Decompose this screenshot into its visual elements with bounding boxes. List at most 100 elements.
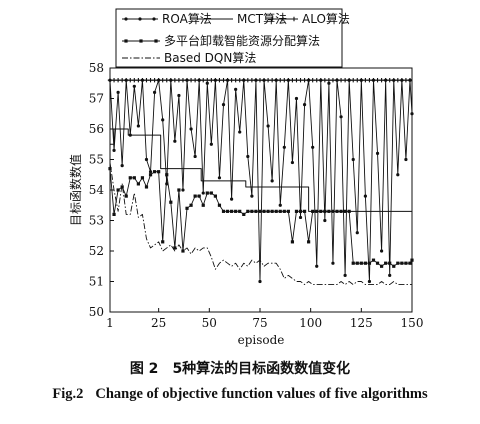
series-point <box>342 78 348 83</box>
series-point <box>128 78 133 83</box>
series-point <box>282 145 286 149</box>
series-point <box>282 209 286 213</box>
y-tick-label: 57 <box>89 92 104 106</box>
x-axis-label: episode <box>238 333 285 347</box>
y-tick-label: 58 <box>89 61 104 75</box>
series-point <box>136 78 141 83</box>
series-point <box>173 246 177 250</box>
series-point <box>250 194 254 198</box>
caption-english: Fig.2 Change of objective function values… <box>0 386 480 403</box>
series-point <box>209 191 213 195</box>
series-point <box>306 78 311 83</box>
series-point <box>407 78 413 83</box>
series-point <box>180 78 186 83</box>
series-point <box>234 87 238 91</box>
series-point <box>367 279 372 284</box>
series-point <box>221 209 226 213</box>
x-tick-label: 75 <box>252 316 267 330</box>
series-point <box>205 191 209 195</box>
caption-chinese: 图 2 5种算法的目标函数数值变化 <box>0 358 480 378</box>
series-point <box>266 124 270 128</box>
caption-en-text: Change of objective function values of f… <box>95 386 428 402</box>
series-point <box>327 81 331 85</box>
series-point <box>181 188 185 192</box>
x-tick-label: 150 <box>401 316 424 330</box>
series-point <box>319 209 323 213</box>
series-point <box>384 261 388 265</box>
series-point <box>132 84 136 88</box>
series-point <box>307 240 311 244</box>
legend-sample-marker <box>291 16 297 22</box>
series-point <box>230 197 234 201</box>
series-point <box>193 194 197 198</box>
series-point <box>302 209 307 213</box>
series-point <box>351 78 356 83</box>
series-point <box>237 78 242 83</box>
series-point <box>152 78 157 83</box>
x-tick-label: 25 <box>151 316 166 330</box>
series-point <box>355 78 360 83</box>
series-point <box>294 96 299 101</box>
series-point <box>399 78 405 83</box>
series-point <box>330 78 336 83</box>
legend-label: ROA算法 <box>162 11 212 26</box>
series-point <box>185 206 189 210</box>
series-point <box>346 78 352 83</box>
series-point <box>250 209 254 213</box>
legend-sample-marker <box>152 17 156 21</box>
series-point <box>343 209 347 213</box>
series-point <box>168 78 174 83</box>
series-point <box>225 209 230 213</box>
series-point <box>188 78 194 83</box>
series-point <box>241 78 246 83</box>
x-tick-label: 1 <box>106 316 114 330</box>
series-point <box>274 78 279 83</box>
series-point <box>124 194 128 198</box>
series-point <box>318 78 323 83</box>
series-point <box>315 264 319 268</box>
series-point <box>302 78 307 83</box>
series-point <box>278 203 282 207</box>
series-point <box>355 261 359 265</box>
series-point <box>359 261 363 265</box>
series-point <box>323 209 327 213</box>
series-point <box>217 176 222 180</box>
series-point <box>112 212 116 216</box>
series-point <box>229 78 234 83</box>
series-point <box>128 176 132 180</box>
series-point <box>375 151 380 155</box>
series-3 <box>107 78 413 83</box>
series-point <box>298 78 303 83</box>
series-point <box>363 194 367 198</box>
series-point <box>375 78 380 83</box>
series-point <box>119 78 125 83</box>
series-point <box>152 170 157 174</box>
series-point <box>379 249 384 253</box>
series-point <box>148 173 153 177</box>
series-point <box>258 279 262 284</box>
series-point <box>270 179 274 183</box>
legend-label: ALO算法 <box>302 11 350 26</box>
y-tick-label: 55 <box>89 153 104 167</box>
series-point <box>367 78 372 83</box>
series-point <box>136 124 140 128</box>
series-line <box>109 79 413 282</box>
series-layer <box>107 78 414 285</box>
series-point <box>148 170 153 174</box>
series-point <box>254 209 258 213</box>
y-tick-label: 50 <box>89 305 104 319</box>
series-point <box>209 78 214 83</box>
series-point <box>136 182 140 186</box>
series-point <box>262 209 266 213</box>
series-1 <box>108 78 414 284</box>
series-2 <box>110 128 412 212</box>
series-point <box>338 78 344 83</box>
series-point <box>173 139 177 143</box>
series-point <box>176 78 182 83</box>
series-point <box>111 78 117 83</box>
legend-sample-marker <box>154 39 158 43</box>
series-point <box>266 209 270 213</box>
series-point <box>400 261 404 265</box>
